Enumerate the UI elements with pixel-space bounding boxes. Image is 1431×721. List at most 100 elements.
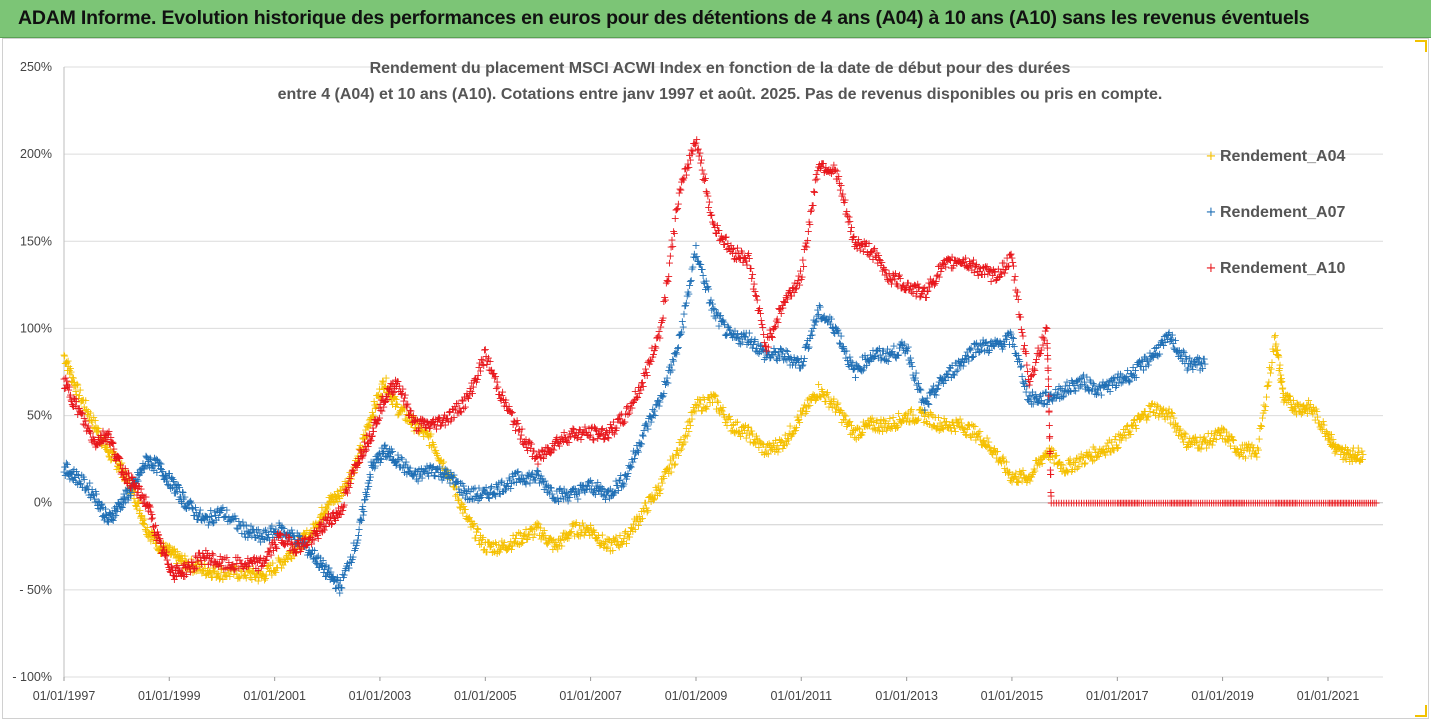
data-point: + <box>331 490 340 503</box>
x-tick-label: 01/01/1997 <box>33 689 96 703</box>
data-point: + <box>379 383 388 396</box>
data-point: + <box>552 538 561 551</box>
x-tick-label: 01/01/2005 <box>454 689 517 703</box>
data-point: + <box>541 534 550 547</box>
data-point: + <box>129 492 138 505</box>
data-point: + <box>71 385 80 398</box>
data-point: + <box>707 389 716 402</box>
data-point: + <box>91 414 100 427</box>
data-point: + <box>422 427 431 440</box>
data-point: + <box>363 420 372 433</box>
data-point: + <box>107 452 116 465</box>
data-point: + <box>121 472 130 485</box>
data-point: + <box>418 425 427 438</box>
data-point: + <box>62 356 71 369</box>
data-point: + <box>377 389 386 402</box>
data-point: + <box>717 404 726 417</box>
data-point: + <box>676 433 685 446</box>
data-point: + <box>376 389 385 402</box>
data-point: + <box>622 537 631 550</box>
data-point: + <box>729 418 738 431</box>
data-point: + <box>739 420 748 433</box>
data-point: + <box>799 260 808 273</box>
data-point: + <box>755 434 764 447</box>
data-point: + <box>567 525 576 538</box>
data-point: + <box>427 440 436 453</box>
data-point: + <box>753 435 762 448</box>
data-point: + <box>117 457 126 470</box>
data-point: + <box>319 510 328 523</box>
data-point: + <box>665 462 674 475</box>
data-point: + <box>261 572 270 585</box>
data-point: + <box>564 528 573 541</box>
data-point: + <box>555 533 564 546</box>
data-point: + <box>582 521 591 534</box>
data-point: + <box>757 446 766 459</box>
data-point: + <box>171 546 180 559</box>
data-point: + <box>515 538 524 551</box>
data-point: + <box>415 425 424 438</box>
data-point: + <box>673 444 682 457</box>
data-point: + <box>149 526 158 539</box>
data-point: + <box>332 491 341 504</box>
data-point: + <box>320 506 329 519</box>
data-point: + <box>368 408 377 421</box>
data-point: + <box>619 535 628 548</box>
data-point: + <box>688 406 697 419</box>
data-point: + <box>682 422 691 435</box>
data-point: + <box>474 523 483 536</box>
data-point: + <box>722 412 731 425</box>
data-point: + <box>128 483 137 496</box>
data-point: + <box>603 533 612 546</box>
data-point: + <box>678 438 687 451</box>
data-point: + <box>196 563 205 576</box>
data-point: + <box>406 415 415 428</box>
data-point: + <box>438 462 447 475</box>
data-point: + <box>529 522 538 535</box>
data-point: + <box>305 526 314 539</box>
data-point: + <box>577 526 586 539</box>
data-point: + <box>389 392 398 405</box>
data-point: + <box>507 543 516 556</box>
data-point: + <box>452 481 461 494</box>
data-point: + <box>664 270 673 283</box>
data-point: + <box>282 550 291 563</box>
data-point: + <box>311 516 320 529</box>
data-point: + <box>591 532 600 545</box>
legend-marker: + <box>1206 205 1217 220</box>
data-point: + <box>741 419 750 432</box>
data-point: + <box>467 515 476 528</box>
data-point: + <box>90 422 99 435</box>
data-point: + <box>694 401 703 414</box>
data-point: + <box>276 556 285 569</box>
data-point: + <box>538 526 547 539</box>
data-point: + <box>808 199 817 212</box>
data-point: + <box>377 378 386 391</box>
data-point: + <box>126 487 135 500</box>
data-point: + <box>317 508 326 521</box>
data-point: + <box>542 536 551 549</box>
data-point: + <box>602 542 611 555</box>
data-point: + <box>302 524 311 537</box>
data-point: + <box>687 406 696 419</box>
data-point: + <box>59 349 68 362</box>
data-point: + <box>433 449 442 462</box>
data-point: + <box>675 444 684 457</box>
data-point: + <box>435 455 444 468</box>
data-point: + <box>606 544 615 557</box>
data-point: + <box>428 436 437 449</box>
data-point: + <box>748 427 757 440</box>
data-point: + <box>169 548 178 561</box>
data-point: + <box>91 421 100 434</box>
data-point: + <box>131 496 140 509</box>
data-point: + <box>528 523 537 536</box>
data-point: + <box>677 442 686 455</box>
data-point: + <box>245 565 254 578</box>
data-point: + <box>746 435 755 448</box>
data-point: + <box>585 529 594 542</box>
data-point: + <box>237 565 246 578</box>
data-point: + <box>404 408 413 421</box>
data-point: + <box>675 436 684 449</box>
data-point: + <box>571 518 580 531</box>
data-point: + <box>368 406 377 419</box>
